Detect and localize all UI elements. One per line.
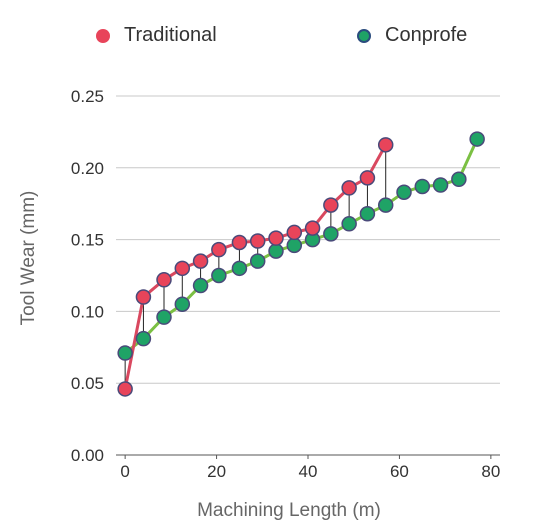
legend-marker-conprofe — [357, 28, 371, 43]
x-tick-label: 0 — [120, 462, 129, 481]
legend-item-conprofe: Conprofe — [357, 24, 467, 47]
y-tick-label: 0.10 — [71, 302, 104, 321]
data-point-conprofe — [231, 260, 248, 277]
data-point-traditional — [268, 230, 284, 246]
data-point-traditional — [304, 220, 321, 236]
data-point-traditional — [174, 260, 191, 277]
data-point-conprofe — [211, 267, 227, 284]
y-tick-label: 0.00 — [71, 446, 104, 465]
y-tick-label: 0.05 — [71, 374, 104, 393]
y-tick-label: 0.15 — [71, 231, 104, 250]
data-point-conprofe — [156, 309, 172, 325]
y-tick-label: 0.20 — [71, 159, 104, 178]
data-point-conprofe — [249, 253, 266, 269]
data-point-conprofe — [451, 171, 467, 188]
data-point-traditional — [192, 253, 209, 269]
legend-label-conprofe: Conprofe — [385, 24, 468, 46]
data-point-traditional — [286, 224, 303, 241]
data-point-traditional — [156, 272, 172, 288]
data-point-traditional — [377, 137, 394, 153]
y-tick-label: 0.25 — [71, 87, 104, 106]
y-axis-title: Tool Wear (mm) — [18, 191, 39, 326]
data-point-conprofe — [432, 177, 449, 193]
data-point-conprofe — [359, 206, 376, 222]
data-point-conprofe — [117, 345, 133, 361]
data-point-traditional — [359, 170, 376, 186]
data-point-traditional — [135, 289, 152, 305]
data-point-conprofe — [469, 131, 485, 147]
data-point-traditional — [249, 233, 266, 249]
data-point-traditional — [323, 197, 339, 213]
data-point-conprofe — [341, 216, 357, 232]
x-tick-label: 40 — [299, 462, 318, 481]
x-tick-label: 80 — [481, 462, 500, 481]
legend-item-traditional: Traditional — [96, 24, 217, 47]
data-point-conprofe — [192, 277, 209, 294]
legend-marker-traditional — [96, 28, 110, 43]
data-point-conprofe — [268, 243, 284, 259]
data-point-conprofe — [323, 226, 339, 242]
data-point-conprofe — [396, 184, 412, 200]
x-tick-label: 20 — [207, 462, 226, 481]
y-axis-ticks: 0.00 0.05 0.10 0.15 0.20 0.25 — [71, 87, 104, 465]
series-points — [117, 131, 485, 397]
data-point-conprofe — [377, 197, 394, 213]
x-tick-label: 60 — [390, 462, 409, 481]
data-point-traditional — [211, 241, 227, 258]
x-axis-title: Machining Length (m) — [197, 500, 381, 521]
legend-label-traditional: Traditional — [124, 24, 217, 46]
data-point-conprofe — [414, 178, 431, 195]
data-point-traditional — [117, 381, 133, 397]
data-point-conprofe — [174, 296, 191, 312]
x-axis-ticks: 0 20 40 60 80 — [120, 455, 500, 481]
data-point-traditional — [231, 234, 248, 251]
data-point-conprofe — [135, 330, 152, 347]
data-point-conprofe — [286, 237, 303, 254]
data-point-traditional — [341, 180, 357, 196]
